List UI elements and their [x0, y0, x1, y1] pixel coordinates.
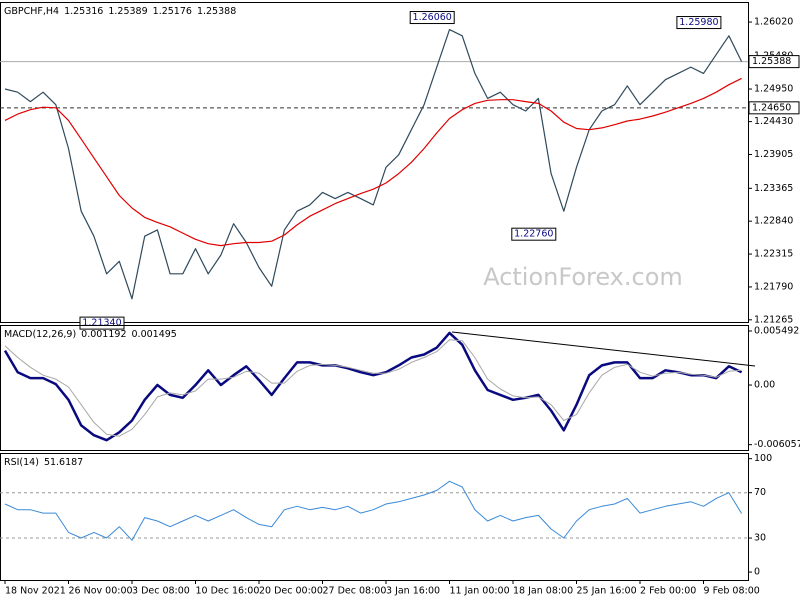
price-annotation: 1.25980	[676, 16, 722, 30]
price-level-box	[748, 55, 800, 69]
y-tick-label: 0	[754, 567, 760, 578]
y-tick-label: 1.22315	[754, 249, 793, 260]
series-line	[4, 339, 742, 437]
panel-header: MACD(12,26,9) 0.001192 0.001495	[4, 329, 177, 340]
annotation-box	[409, 11, 455, 25]
indicator-name: RSI(14)	[4, 457, 39, 468]
x-tick-label: 18 Jan 08:00	[513, 586, 573, 597]
x-tick-label: 18 Nov 2021	[5, 586, 66, 597]
panel-header: RSI(14) 51.6187	[4, 457, 83, 468]
y-tick-label: 1.22840	[754, 216, 793, 227]
price-annotation: 1.26060	[409, 11, 455, 25]
indicator-name: MACD(12,26,9)	[4, 329, 76, 340]
y-tick-label: 1.24950	[754, 84, 793, 95]
annotation-label: 1.26060	[413, 12, 452, 23]
indicator-reading: 1.25389	[108, 6, 147, 17]
series-line	[4, 77, 742, 247]
x-tick-label: 3 Dec 08:00	[132, 586, 190, 597]
annotation-box	[511, 227, 557, 241]
y-tick-label: 30	[754, 533, 766, 544]
y-tick-label: 1.21790	[754, 281, 793, 292]
x-tick-label: 9 Feb 08:00	[704, 586, 760, 597]
indicator-reading: 51.6187	[44, 457, 83, 468]
y-tick-label: 70	[754, 487, 766, 498]
series-line	[3, 331, 743, 442]
y-tick-label: 100	[754, 453, 772, 464]
y-tick-label: 1.24430	[754, 116, 793, 127]
x-tick-label: 25 Jan 16:00	[577, 586, 637, 597]
y-tick-label: 1.23905	[754, 149, 793, 160]
indicator-reading: 0.001495	[132, 329, 177, 340]
series-line	[4, 29, 743, 300]
indicator-reading: 0.001192	[81, 329, 126, 340]
panel-header: GBPCHF,H4 1.25316 1.25389 1.25176 1.25388	[4, 6, 236, 17]
x-tick-label: 27 Dec 08:00	[323, 586, 387, 597]
trend-line	[451, 331, 756, 367]
panel-frame	[0, 453, 749, 581]
x-tick-label: 11 Jan 00:00	[450, 586, 510, 597]
annotation-box	[676, 16, 722, 30]
price-level-label: 1.25388	[752, 56, 791, 67]
indicator-name: GBPCHF,H4	[4, 6, 59, 17]
y-tick-label: 1.26020	[754, 17, 793, 28]
indicator-reading: 1.25388	[197, 6, 236, 17]
y-tick-label: 0.00	[754, 380, 775, 391]
annotation-label: 1.21340	[82, 318, 121, 329]
price-annotation: 1.22760	[511, 227, 557, 241]
price-level-box	[748, 101, 800, 115]
annotation-label: 1.22760	[514, 229, 553, 240]
price-level-label: 1.24650	[752, 102, 791, 113]
x-tick-label: 3 Jan 16:00	[386, 586, 440, 597]
y-tick-label: -0.006057	[754, 439, 800, 450]
indicator-reading: 1.25316	[64, 6, 103, 17]
x-tick-label: 20 Dec 00:00	[259, 586, 323, 597]
annotation-box	[79, 316, 125, 330]
x-tick-label: 26 Nov 00:00	[69, 586, 133, 597]
y-tick-label: 0.005492	[754, 325, 799, 336]
panel-frame	[0, 2, 749, 323]
x-tick-label: 10 Dec 16:00	[196, 586, 260, 597]
series-line	[4, 480, 743, 541]
panel-frame	[0, 325, 749, 451]
annotation-label: 1.25980	[679, 17, 718, 28]
price-annotation: 1.21340	[79, 316, 125, 330]
watermark: ActionForex.com	[483, 263, 683, 291]
y-tick-label: 1.23365	[754, 183, 793, 194]
x-tick-label: 2 Feb 00:00	[640, 586, 696, 597]
y-tick-label: 1.21265	[754, 314, 793, 325]
indicator-reading: 1.25176	[153, 6, 192, 17]
